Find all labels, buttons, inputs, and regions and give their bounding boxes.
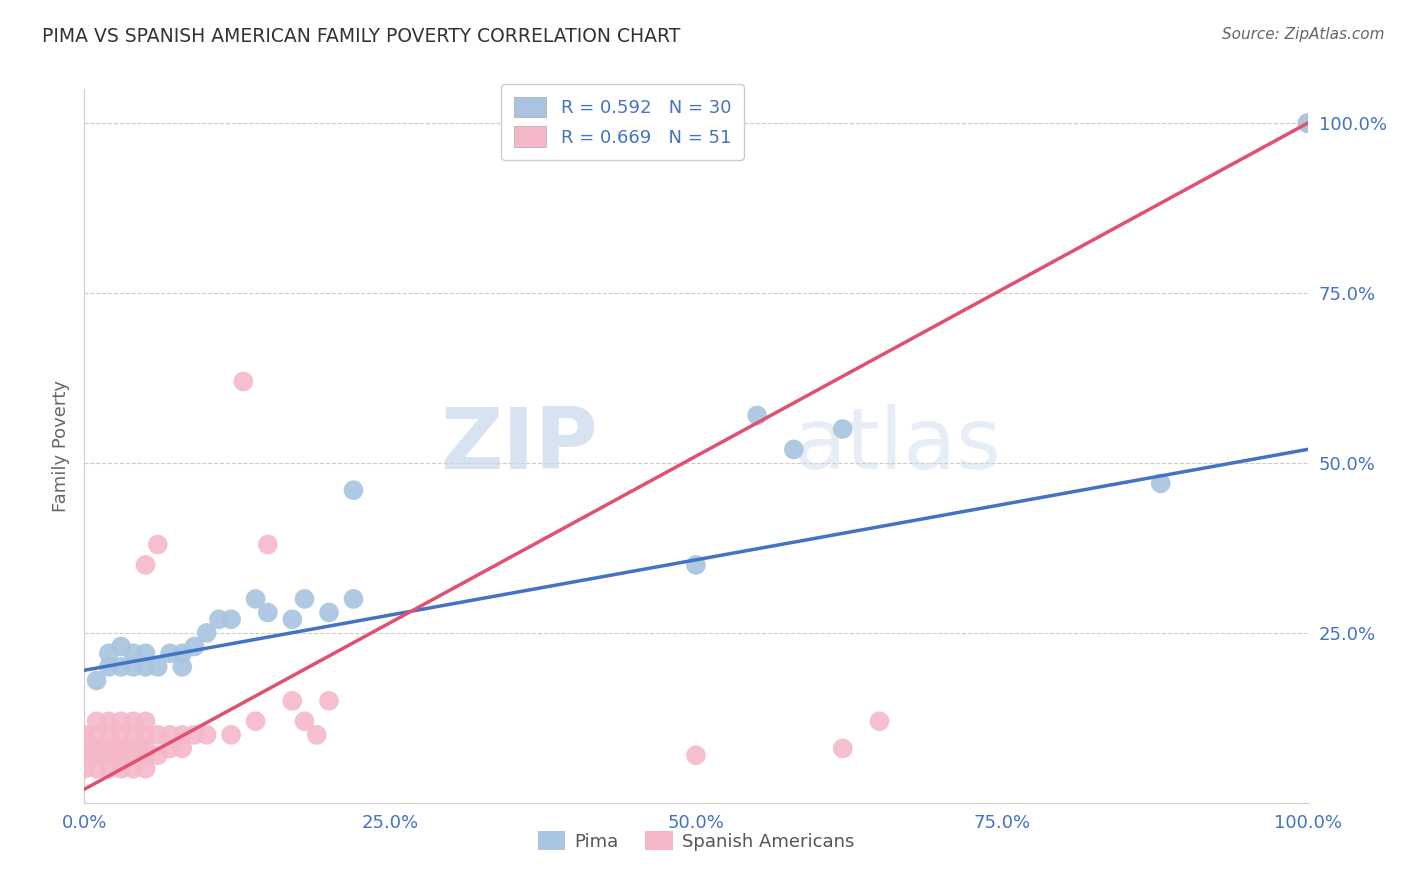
Point (135, 714, 157, 729)
Point (159, 728, 181, 742)
Point (305, 728, 328, 742)
Point (183, 728, 205, 742)
Point (1150, 476, 1173, 491)
Point (135, 728, 157, 742)
Point (685, 748, 707, 763)
Point (219, 612, 242, 626)
Text: PIMA VS SPANISH AMERICAN FAMILY POVERTY CORRELATION CHART: PIMA VS SPANISH AMERICAN FAMILY POVERTY … (42, 27, 681, 45)
Point (219, 728, 242, 742)
Point (122, 660, 145, 674)
Text: ZIP: ZIP (440, 404, 598, 488)
Point (869, 714, 891, 729)
Point (281, 694, 304, 708)
Legend: Pima, Spanish Americans: Pima, Spanish Americans (531, 824, 860, 858)
Point (281, 612, 304, 626)
Point (831, 422, 853, 436)
Point (294, 714, 316, 729)
Point (146, 748, 169, 763)
Point (97, 728, 120, 742)
Point (342, 591, 364, 606)
Point (86, 714, 108, 729)
Point (97, 748, 120, 763)
Point (232, 375, 254, 389)
Point (97, 660, 120, 674)
Point (146, 660, 169, 674)
Point (294, 591, 316, 606)
Point (257, 537, 280, 551)
Point (73, 762, 96, 776)
Point (86, 728, 108, 742)
Point (172, 728, 194, 742)
Point (122, 762, 145, 776)
Y-axis label: Family Poverty: Family Poverty (52, 380, 70, 512)
Point (86, 748, 108, 763)
Point (146, 537, 169, 551)
Point (86, 673, 108, 688)
Point (135, 660, 157, 674)
Point (783, 442, 806, 457)
Point (172, 741, 194, 756)
Point (110, 640, 132, 654)
Point (122, 728, 145, 742)
Point (685, 558, 707, 572)
Point (318, 694, 340, 708)
Point (195, 728, 218, 742)
Point (110, 762, 132, 776)
Point (73, 741, 96, 756)
Point (122, 714, 145, 729)
Point (245, 591, 267, 606)
Point (135, 748, 157, 763)
Text: Source: ZipAtlas.com: Source: ZipAtlas.com (1222, 27, 1385, 42)
Point (159, 646, 181, 660)
Point (747, 409, 769, 423)
Point (110, 660, 132, 674)
Point (122, 646, 145, 660)
Point (122, 741, 145, 756)
Point (135, 741, 157, 756)
Point (342, 483, 364, 498)
Point (110, 728, 132, 742)
Point (110, 741, 132, 756)
Point (1296, 116, 1319, 130)
Point (110, 714, 132, 729)
Point (183, 640, 205, 654)
Point (110, 748, 132, 763)
Point (97, 762, 120, 776)
Point (86, 741, 108, 756)
Point (831, 741, 853, 756)
Point (73, 748, 96, 763)
Point (135, 646, 157, 660)
Point (122, 748, 145, 763)
Point (159, 741, 181, 756)
Point (208, 612, 231, 626)
Point (146, 728, 169, 742)
Point (257, 606, 280, 620)
Point (97, 741, 120, 756)
Point (318, 606, 340, 620)
Text: atlas: atlas (794, 404, 1002, 488)
Point (1296, 116, 1319, 130)
Point (172, 660, 194, 674)
Point (86, 762, 108, 776)
Point (97, 714, 120, 729)
Point (73, 728, 96, 742)
Point (195, 626, 218, 640)
Point (97, 646, 120, 660)
Point (245, 714, 267, 729)
Point (135, 558, 157, 572)
Point (135, 762, 157, 776)
Point (172, 646, 194, 660)
